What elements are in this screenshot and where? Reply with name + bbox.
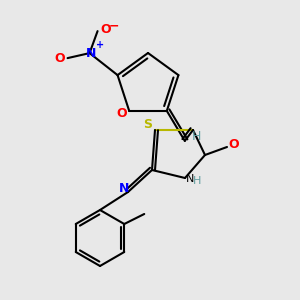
Text: N: N	[119, 182, 129, 196]
Text: O: O	[116, 107, 127, 120]
Text: N: N	[186, 174, 194, 184]
Text: O: O	[229, 139, 239, 152]
Text: S: S	[143, 118, 152, 131]
Text: H: H	[192, 130, 202, 143]
Text: N: N	[85, 46, 96, 60]
Text: −: −	[108, 20, 119, 33]
Text: H: H	[193, 176, 201, 186]
Text: O: O	[54, 52, 65, 64]
Text: +: +	[95, 40, 104, 50]
Text: O: O	[100, 22, 111, 36]
